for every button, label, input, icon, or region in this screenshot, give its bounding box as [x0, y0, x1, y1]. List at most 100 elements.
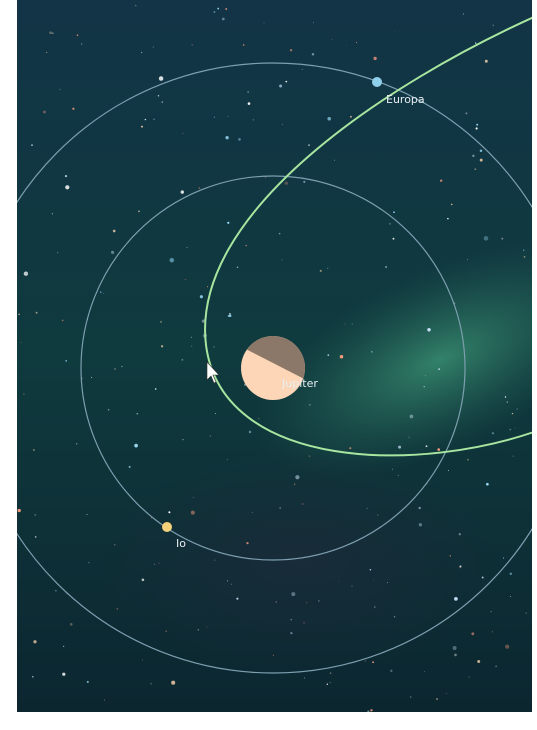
star: [231, 583, 233, 585]
star: [121, 365, 123, 368]
star: [463, 13, 464, 15]
star: [475, 127, 478, 130]
star: [479, 158, 483, 162]
star: [486, 482, 489, 486]
star: [153, 118, 155, 120]
cursor: [206, 361, 220, 384]
star: [198, 187, 201, 189]
star: [366, 507, 368, 509]
star: [104, 699, 106, 701]
star: [247, 91, 249, 93]
body-label: Europa: [386, 93, 425, 106]
star: [138, 210, 140, 213]
star: [393, 211, 395, 214]
jupiter[interactable]: [238, 330, 310, 401]
star: [327, 117, 331, 121]
star: [252, 119, 254, 121]
star: [477, 660, 481, 663]
star: [81, 43, 83, 45]
star: [392, 468, 393, 470]
star: [468, 676, 470, 678]
star: [525, 612, 527, 614]
star: [228, 314, 232, 318]
star: [227, 115, 229, 117]
star: [304, 677, 305, 679]
star: [251, 511, 253, 513]
star: [158, 562, 160, 564]
star: [226, 458, 228, 460]
star: [476, 123, 479, 126]
star: [349, 115, 352, 118]
star: [397, 475, 399, 476]
star: [465, 112, 468, 115]
star: [72, 107, 75, 111]
viewport: Europa Jupiter Io: [17, 0, 532, 712]
star: [279, 507, 281, 509]
star: [367, 710, 370, 712]
star: [301, 68, 303, 71]
body-label: Jupiter: [281, 377, 318, 390]
star: [140, 51, 143, 54]
star: [116, 607, 119, 610]
star: [112, 229, 116, 233]
io[interactable]: [162, 522, 172, 532]
star: [181, 358, 184, 361]
star: [523, 256, 526, 258]
star: [355, 42, 358, 44]
star: [55, 590, 57, 592]
star: [450, 203, 453, 206]
star: [364, 660, 366, 662]
star: [491, 432, 495, 435]
star: [180, 190, 184, 194]
star: [246, 541, 249, 545]
star: [377, 514, 379, 516]
star: [445, 692, 447, 694]
star: [308, 455, 311, 458]
star: [201, 319, 206, 323]
nebula: [254, 242, 532, 478]
star: [76, 443, 78, 445]
star: [370, 709, 373, 712]
star: [227, 221, 230, 224]
star: [475, 42, 477, 44]
star: [152, 46, 154, 48]
star: [438, 368, 440, 370]
star: [516, 408, 518, 410]
star: [374, 606, 376, 608]
star: [474, 168, 477, 171]
star: [509, 572, 513, 576]
star: [506, 401, 508, 403]
star: [184, 278, 186, 280]
star: [247, 102, 251, 105]
io-orbit: [80, 175, 466, 561]
star: [46, 51, 48, 53]
star: [392, 237, 395, 240]
star: [282, 123, 284, 125]
star: [458, 533, 461, 536]
star: [373, 56, 377, 61]
star: [35, 311, 38, 314]
star: [217, 7, 220, 10]
star: [238, 138, 241, 141]
star: [61, 319, 64, 322]
star: [447, 217, 449, 220]
star: [467, 458, 469, 461]
star: [339, 355, 344, 359]
star: [248, 430, 252, 434]
star: [197, 629, 199, 631]
europa[interactable]: [372, 77, 382, 87]
star: [303, 180, 306, 183]
star: [385, 266, 388, 268]
star: [34, 513, 37, 516]
star: [440, 179, 443, 182]
star: [302, 503, 304, 505]
star: [281, 259, 283, 261]
star: [511, 412, 514, 415]
star: [168, 511, 171, 514]
star: [144, 118, 147, 121]
star: [410, 696, 412, 698]
star: [454, 653, 457, 657]
europa-orbit: [17, 62, 532, 674]
star: [86, 514, 88, 516]
